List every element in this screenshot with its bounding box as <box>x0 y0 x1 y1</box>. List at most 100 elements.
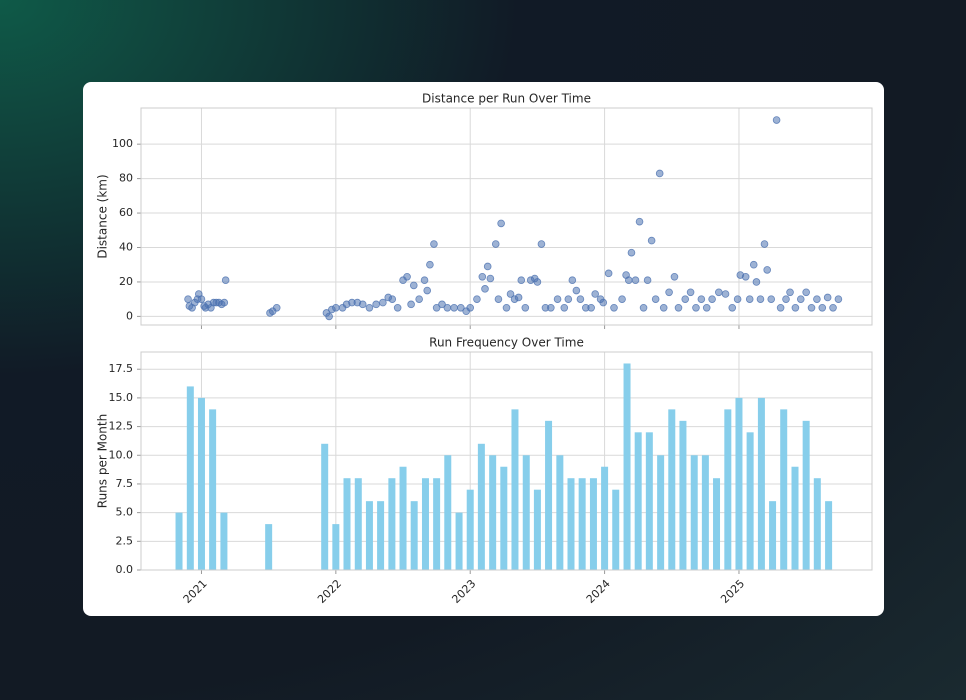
scatter-point <box>506 290 515 298</box>
scatter-point <box>197 295 206 303</box>
bar <box>634 432 642 570</box>
scatter-point <box>576 295 585 303</box>
scatter-point <box>674 303 683 312</box>
scatter-point <box>829 303 837 312</box>
scatter-point <box>665 288 673 297</box>
scatter-point <box>823 293 832 302</box>
bar <box>701 455 709 570</box>
bar <box>197 397 205 570</box>
bar <box>813 478 821 570</box>
scatter-point <box>483 262 492 271</box>
scatter-point <box>502 303 511 312</box>
bar <box>679 420 687 570</box>
bar <box>780 409 788 570</box>
chart-title: Run Frequency Over Time <box>429 336 584 350</box>
scatter-point <box>715 288 723 297</box>
scatter-point <box>537 240 546 248</box>
y-tick-label: 100 <box>112 137 133 150</box>
y-tick-label: 60 <box>119 206 133 219</box>
scatter-point <box>708 295 716 303</box>
scatter-point <box>670 272 679 281</box>
bar <box>354 478 362 570</box>
scatter-point <box>756 295 765 303</box>
scatter-point <box>332 303 340 312</box>
scatter-point <box>610 303 618 312</box>
scatter-point <box>372 300 380 309</box>
bar <box>421 478 429 570</box>
scatter-point <box>702 303 711 312</box>
bar <box>668 409 676 570</box>
scatter-point <box>591 290 599 298</box>
bar <box>769 501 777 570</box>
scatter-point <box>635 217 644 226</box>
scatter-point <box>533 278 542 286</box>
scatter-point <box>407 300 415 309</box>
bar <box>186 386 194 570</box>
scatter-point <box>807 303 816 312</box>
scatter-point <box>379 298 387 307</box>
bar <box>265 524 273 570</box>
scatter-point <box>420 276 429 285</box>
scatter-point <box>430 240 438 248</box>
scatter-point <box>627 248 636 257</box>
scatter-point <box>728 303 737 312</box>
scatter-point <box>403 272 411 281</box>
scatter-point <box>681 295 690 303</box>
scatter-point <box>568 276 577 285</box>
y-tick-label: 17.5 <box>109 362 134 375</box>
scatter-point <box>521 303 530 312</box>
scatter-point <box>655 169 664 178</box>
scatter-point <box>491 240 500 248</box>
scatter-point <box>423 286 432 295</box>
scatter-point <box>587 303 595 312</box>
bar <box>410 501 418 570</box>
scatter-point <box>599 298 608 307</box>
scatter-point <box>813 295 821 303</box>
scatter-point <box>741 272 750 281</box>
scatter-point <box>426 260 434 269</box>
scatter-point <box>767 295 776 303</box>
scatter-point <box>478 272 487 281</box>
y-tick-label: 40 <box>119 241 133 254</box>
scatter-point <box>517 276 526 285</box>
scatter-point <box>752 278 761 286</box>
scatter-point <box>443 303 452 312</box>
scatter-point <box>749 260 758 269</box>
bar <box>601 466 609 570</box>
scatter-point <box>494 295 503 303</box>
bar <box>455 512 463 570</box>
scatter-point <box>686 288 695 297</box>
bar <box>343 478 351 570</box>
y-tick-label: 0 <box>126 309 133 322</box>
bar <box>556 455 564 570</box>
bar <box>321 443 329 570</box>
scatter-point <box>560 303 569 312</box>
scatter-point <box>745 295 754 303</box>
bar <box>802 420 810 570</box>
scatter-point <box>604 269 613 278</box>
y-tick-label: 0.0 <box>116 563 134 576</box>
axes-frame <box>140 351 873 571</box>
scatter-point <box>486 274 495 283</box>
bar <box>365 501 373 570</box>
bar <box>220 512 228 570</box>
bar <box>690 455 698 570</box>
bar <box>511 409 519 570</box>
y-tick-label: 7.5 <box>116 477 134 490</box>
scatter-point <box>763 266 771 274</box>
bar <box>578 478 586 570</box>
scatter-point <box>733 295 742 303</box>
scatter-point <box>651 295 660 303</box>
scatter-point <box>221 276 230 285</box>
bar <box>433 478 441 570</box>
scatter-point <box>624 276 633 285</box>
scatter-point <box>631 276 640 285</box>
scatter-point <box>791 303 800 312</box>
scatter-point <box>415 295 423 303</box>
scatter-point <box>481 285 489 293</box>
scatter-point <box>409 281 418 290</box>
scatter-point <box>457 303 465 312</box>
bar <box>388 478 396 570</box>
y-axis-label: Distance (km) <box>96 174 110 258</box>
scatter-point <box>796 295 805 303</box>
